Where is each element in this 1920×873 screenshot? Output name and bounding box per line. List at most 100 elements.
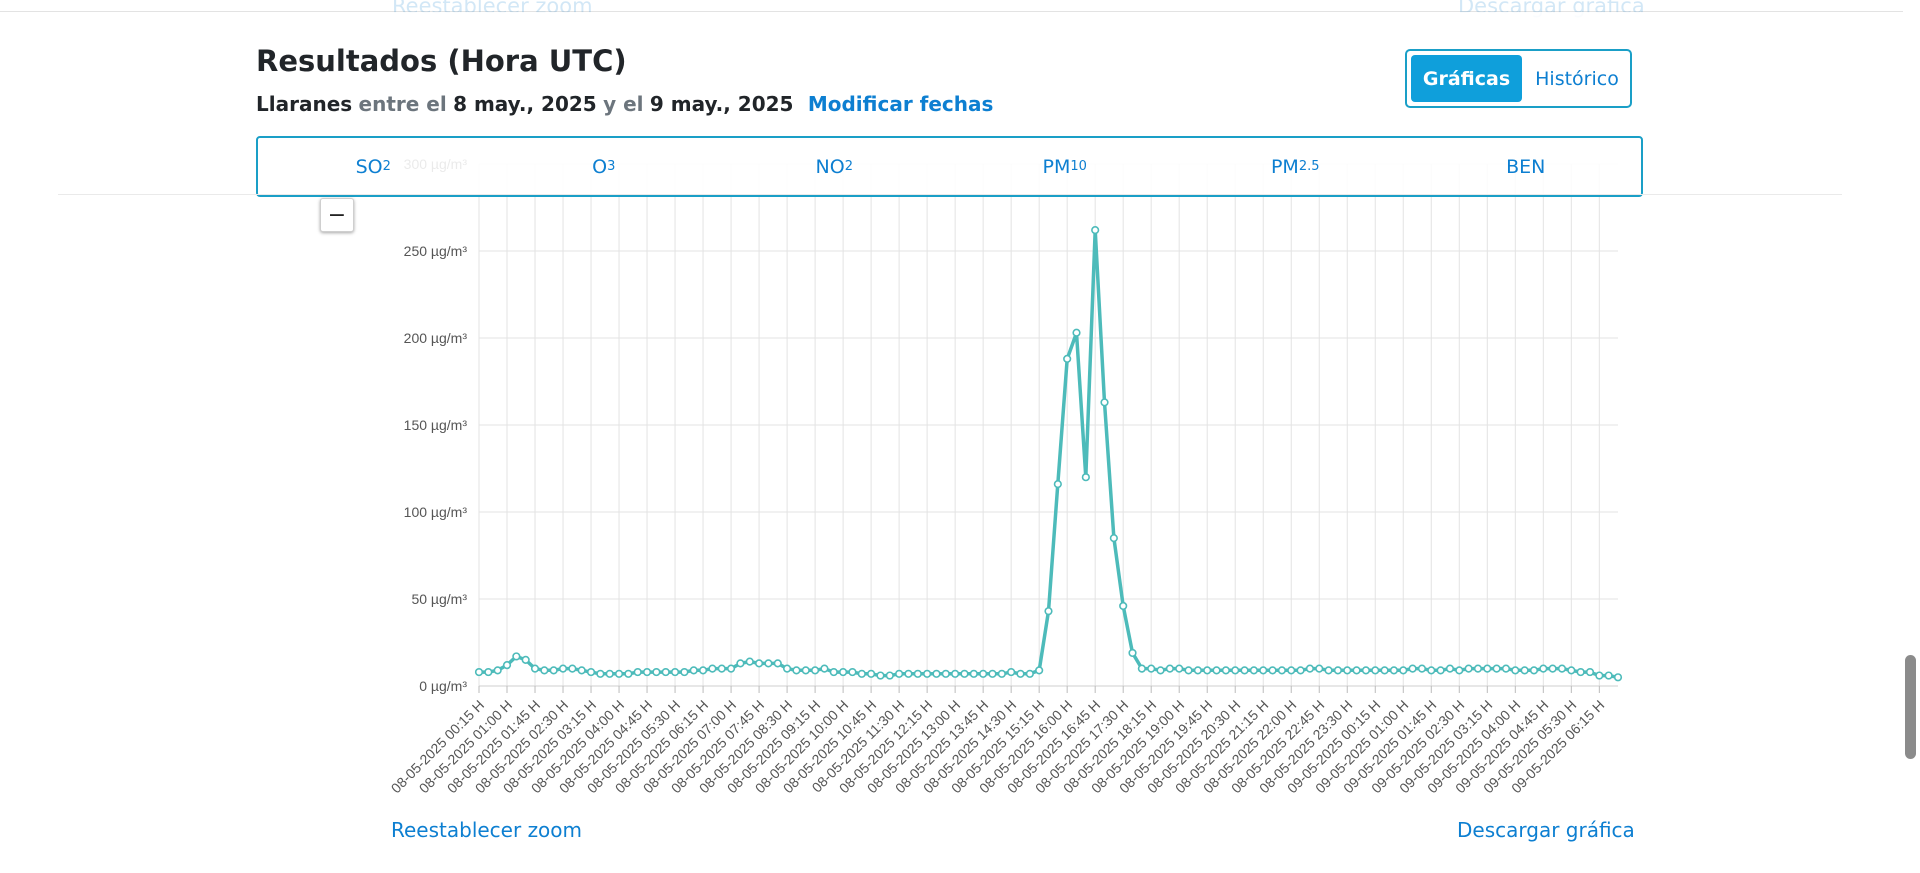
data-point <box>1371 666 1380 675</box>
data-point <box>1417 664 1427 673</box>
data-point <box>1483 664 1492 673</box>
data-point <box>904 669 913 678</box>
scrollbar-thumb[interactable] <box>1905 655 1916 759</box>
data-point <box>782 664 792 673</box>
history-view-button[interactable]: Histórico <box>1535 67 1619 90</box>
sticky-results-header: Resultados (Hora UTC) Llaranes entre el … <box>0 12 1920 197</box>
data-point <box>1091 226 1100 235</box>
data-point <box>1044 607 1053 616</box>
data-point <box>1175 664 1184 673</box>
data-point <box>1548 664 1557 673</box>
tab-pm25[interactable]: PM 2.5 <box>1180 138 1411 195</box>
data-point <box>493 666 502 675</box>
scrollbar-track[interactable] <box>1903 0 1920 873</box>
data-point <box>1081 473 1090 482</box>
start-date: 8 may., 2025 <box>453 92 597 116</box>
data-point <box>1445 664 1455 673</box>
data-point <box>848 667 857 677</box>
data-point <box>885 671 894 680</box>
data-point <box>923 669 932 678</box>
tab-pm10-sub: 10 <box>1070 159 1087 174</box>
tab-pm25-sub: 2.5 <box>1298 159 1320 174</box>
tab-no2-sub: 2 <box>844 159 853 174</box>
station-name: Llaranes <box>256 92 353 116</box>
data-point <box>1529 666 1539 675</box>
tab-so2[interactable]: SO 2 <box>258 138 489 195</box>
reset-zoom-link[interactable]: Reestablecer zoom <box>391 818 583 842</box>
data-point <box>1492 664 1501 673</box>
y-tick-label: 0 µg/m³ <box>419 678 467 694</box>
data-point <box>913 669 922 678</box>
tab-pm10[interactable]: PM 10 <box>950 138 1181 195</box>
data-point <box>997 669 1006 678</box>
data-point <box>1436 666 1445 675</box>
data-point <box>1128 648 1137 658</box>
data-point <box>960 669 969 678</box>
data-point <box>1352 666 1361 675</box>
data-point <box>1408 664 1417 673</box>
data-point <box>642 667 652 677</box>
modify-dates-link[interactable]: Modificar fechas <box>807 92 994 116</box>
data-point <box>1119 601 1128 611</box>
data-point <box>1035 666 1044 675</box>
data-point <box>1156 666 1165 675</box>
data-point <box>941 669 950 678</box>
data-point <box>1277 666 1287 675</box>
data-point <box>577 666 586 675</box>
data-point <box>717 664 726 673</box>
data-point <box>1007 667 1016 677</box>
data-point <box>1305 664 1315 673</box>
data-point <box>1511 666 1520 675</box>
data-point <box>1165 664 1174 673</box>
data-point <box>839 667 848 677</box>
download-chart-link[interactable]: Descargar gráfica <box>1457 818 1635 842</box>
data-point <box>670 667 680 677</box>
data-point <box>988 669 997 678</box>
data-point <box>1473 664 1483 673</box>
data-point <box>1147 664 1156 673</box>
data-point <box>932 669 941 678</box>
data-point <box>661 667 670 677</box>
data-point <box>1576 667 1585 677</box>
data-point <box>1455 666 1464 675</box>
end-date: 9 may., 2025 <box>649 92 794 116</box>
tab-so2-sub: 2 <box>382 159 391 174</box>
data-point <box>1109 533 1118 543</box>
data-point <box>969 669 978 678</box>
data-point <box>1268 666 1277 675</box>
data-point <box>558 664 568 673</box>
data-point <box>1613 673 1623 682</box>
data-point <box>1072 328 1081 337</box>
y-tick-label: 250 µg/m³ <box>404 243 468 259</box>
data-point <box>1025 669 1034 678</box>
data-point <box>614 669 624 678</box>
data-point <box>1604 671 1613 680</box>
data-point <box>474 667 484 677</box>
data-point <box>1380 666 1389 675</box>
data-point <box>568 664 577 673</box>
tab-no2[interactable]: NO 2 <box>719 138 950 195</box>
between-text: entre el <box>358 92 447 116</box>
data-point <box>1259 666 1268 675</box>
data-point <box>1053 480 1062 489</box>
data-point <box>1464 664 1473 673</box>
data-point <box>624 669 633 678</box>
data-point <box>857 669 866 678</box>
tab-pm25-label: PM <box>1270 155 1299 178</box>
and-text: y el <box>603 92 644 116</box>
zoom-out-button[interactable]: − <box>320 198 354 232</box>
data-point <box>1203 666 1212 675</box>
data-point <box>1333 666 1343 675</box>
page-title: Resultados (Hora UTC) <box>256 44 627 78</box>
charts-view-button[interactable]: Gráficas <box>1411 55 1522 102</box>
data-point <box>1389 666 1399 675</box>
tab-ben[interactable]: BEN <box>1411 138 1642 195</box>
data-point <box>1231 666 1240 675</box>
data-point <box>521 655 530 665</box>
data-point <box>689 666 698 675</box>
tab-o3-sub: 3 <box>607 159 616 174</box>
data-point <box>1296 666 1305 675</box>
